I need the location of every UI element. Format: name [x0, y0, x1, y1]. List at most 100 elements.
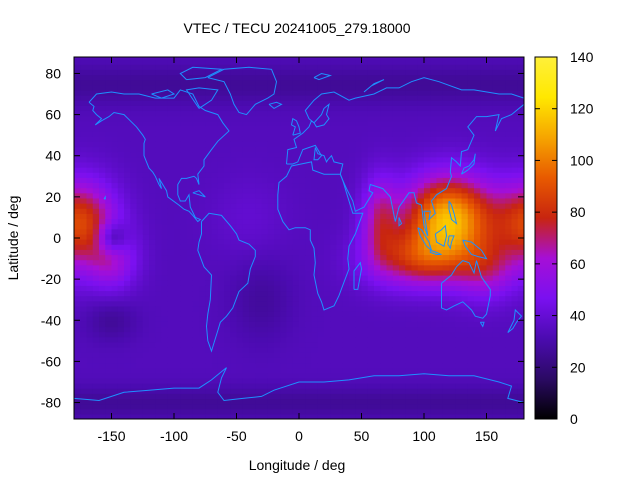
- tec-cell: [236, 383, 244, 389]
- tec-cell: [492, 197, 500, 204]
- tec-cell: [311, 388, 319, 394]
- tec-cell: [436, 167, 444, 173]
- tec-cell: [442, 264, 450, 271]
- tec-cell: [274, 105, 281, 112]
- tec-cell: [467, 295, 475, 302]
- tec-cell: [367, 57, 375, 60]
- tec-cell: [99, 295, 106, 302]
- tec-cell: [355, 377, 363, 384]
- tec-cell: [367, 388, 375, 394]
- tec-cell: [380, 95, 388, 101]
- tec-cell: [249, 233, 256, 240]
- tec-cell: [230, 347, 238, 353]
- tec-cell: [311, 341, 319, 348]
- tec-cell: [324, 321, 331, 328]
- tec-cell: [280, 161, 288, 168]
- tec-cell: [149, 352, 156, 358]
- tec-cell: [111, 275, 119, 281]
- tec-cell: [74, 264, 81, 271]
- tec-cell: [505, 203, 513, 209]
- tec-cell: [292, 57, 300, 60]
- tec-cell: [392, 203, 400, 209]
- tec-cell: [286, 249, 294, 256]
- tec-cell: [274, 213, 281, 220]
- tec-cell: [286, 203, 294, 209]
- tec-cell: [217, 290, 225, 297]
- tec-cell: [499, 131, 506, 137]
- tec-cell: [399, 295, 406, 302]
- tec-cell: [130, 187, 138, 194]
- tec-cell: [336, 228, 344, 235]
- tec-cell: [392, 120, 400, 127]
- tec-cell: [267, 285, 275, 292]
- tec-cell: [355, 151, 363, 158]
- tec-cell: [92, 69, 100, 76]
- tec-cell: [142, 357, 150, 364]
- tec-cell: [367, 393, 375, 400]
- tec-cell: [255, 383, 263, 389]
- tec-cell: [317, 125, 325, 132]
- tec-cell: [161, 403, 169, 410]
- tec-cell: [261, 208, 269, 214]
- tec-cell: [392, 269, 400, 276]
- tec-cell: [349, 79, 356, 86]
- tec-cell: [455, 213, 463, 220]
- tec-cell: [424, 295, 431, 302]
- tec-cell: [286, 295, 294, 302]
- tec-cell: [80, 115, 88, 122]
- tec-cell: [186, 125, 194, 132]
- tec-cell: [499, 393, 506, 400]
- tec-cell: [430, 285, 438, 292]
- tec-cell: [286, 57, 294, 60]
- tec-cell: [149, 105, 156, 112]
- tec-cell: [361, 388, 369, 394]
- tec-cell: [474, 264, 481, 271]
- tec-cell: [180, 115, 188, 122]
- tec-cell: [436, 213, 444, 220]
- tec-cell: [142, 95, 150, 101]
- tec-cell: [161, 228, 169, 235]
- tec-cell: [267, 321, 275, 328]
- tec-cell: [80, 249, 88, 256]
- tec-cell: [455, 244, 463, 250]
- tec-cell: [199, 254, 206, 261]
- tec-cell: [124, 79, 131, 86]
- tec-cell: [155, 218, 163, 225]
- tec-cell: [167, 151, 175, 158]
- tec-cell: [436, 187, 444, 194]
- tec-cell: [336, 269, 344, 276]
- tec-cell: [405, 79, 413, 86]
- tec-cell: [480, 264, 488, 271]
- tec-cell: [267, 141, 275, 148]
- tec-cell: [86, 285, 94, 292]
- tec-cell: [392, 156, 400, 163]
- tec-cell: [174, 357, 181, 364]
- tec-cell: [236, 413, 244, 419]
- tec-cell: [80, 151, 88, 158]
- tec-cell: [149, 305, 156, 312]
- tec-cell: [336, 131, 344, 137]
- tec-cell: [192, 347, 200, 353]
- tec-cell: [186, 367, 194, 374]
- tec-cell: [242, 59, 250, 65]
- tec-cell: [442, 105, 450, 112]
- tec-cell: [80, 239, 88, 245]
- tec-cell: [136, 347, 144, 353]
- tec-cell: [186, 105, 194, 112]
- tec-cell: [236, 105, 244, 112]
- tec-cell: [486, 398, 494, 405]
- tec-cell: [217, 203, 225, 209]
- tec-cell: [142, 141, 150, 148]
- tec-cell: [261, 383, 269, 389]
- tec-cell: [167, 403, 175, 410]
- tec-cell: [149, 64, 156, 70]
- tec-cell: [136, 269, 144, 276]
- tec-cell: [86, 326, 94, 333]
- tec-cell: [386, 341, 394, 348]
- tec-cell: [324, 239, 331, 245]
- tec-cell: [467, 172, 475, 178]
- tec-cell: [180, 125, 188, 132]
- tec-cell: [92, 249, 100, 256]
- tec-cell: [205, 269, 213, 276]
- tec-cell: [336, 372, 344, 379]
